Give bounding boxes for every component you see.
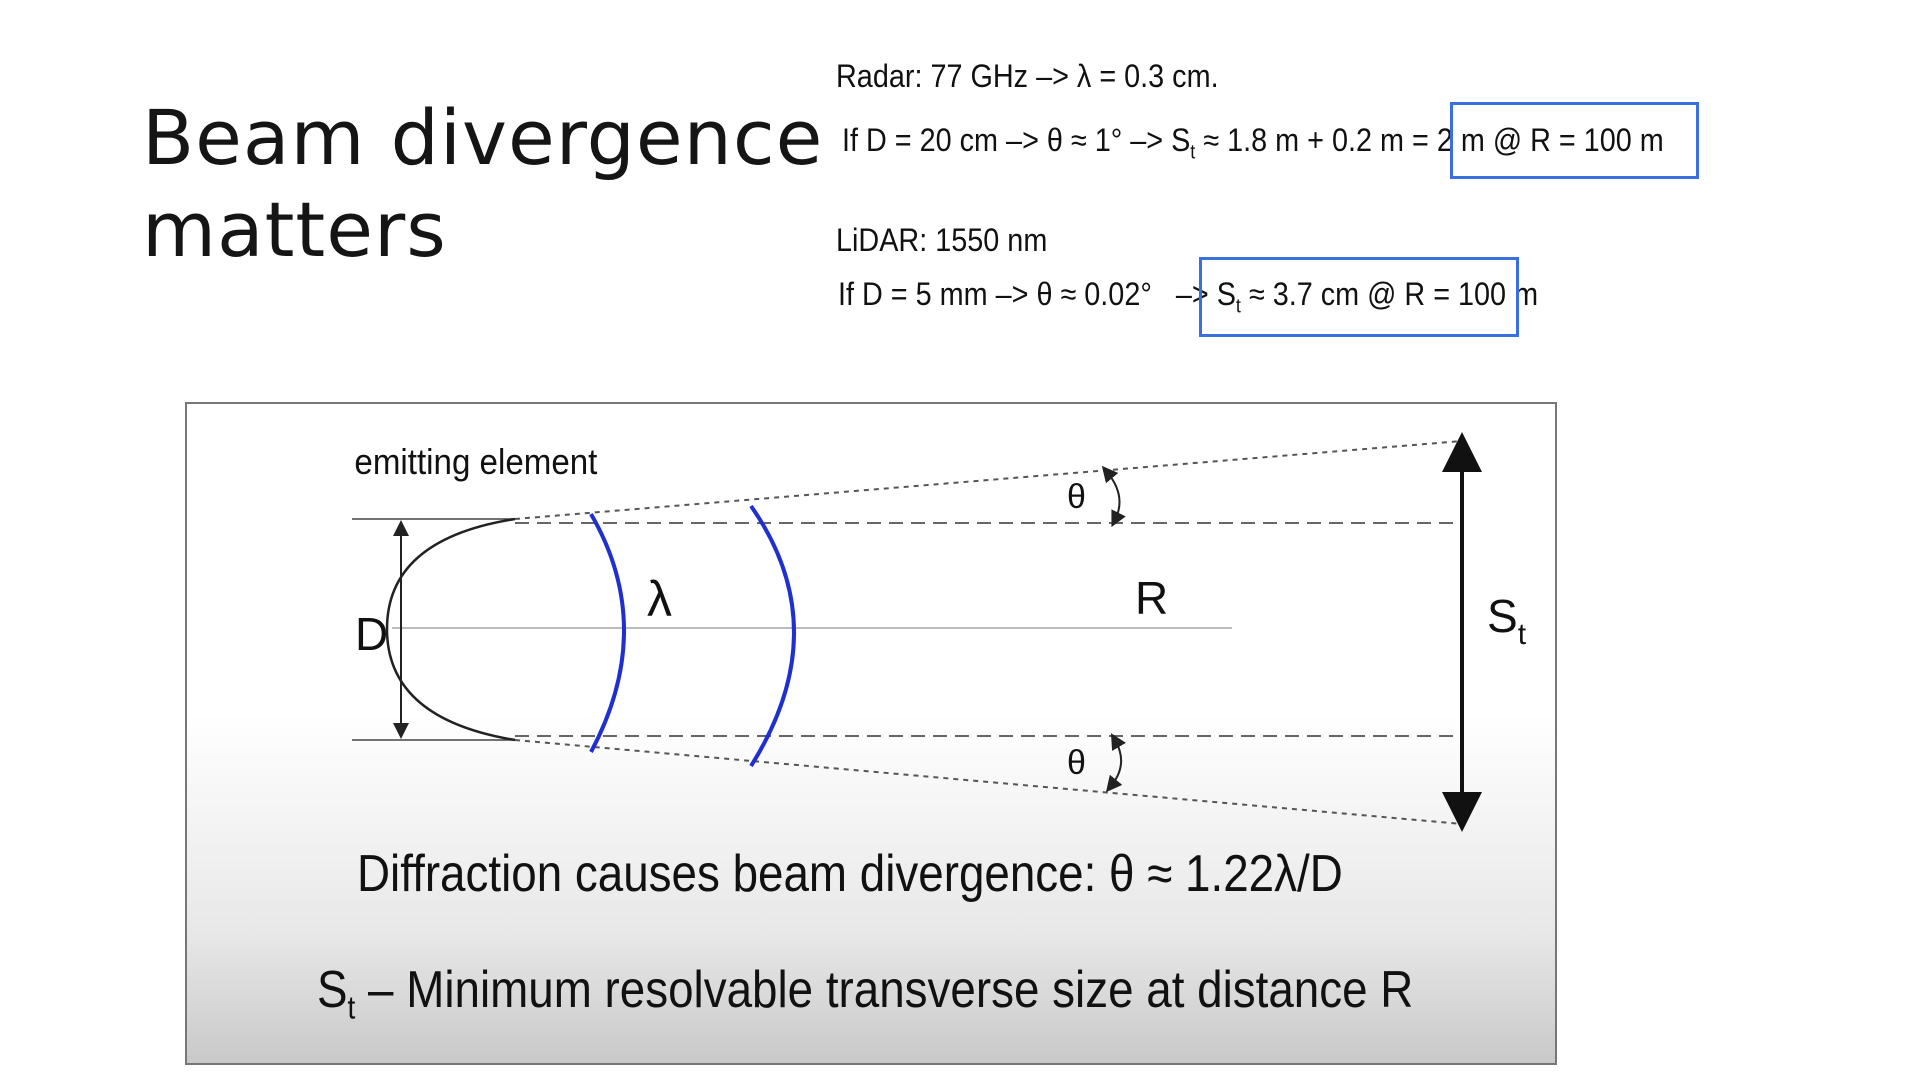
beam-edge-bottom-dotted xyxy=(514,739,1463,825)
lidar-calc-result-subscript: t xyxy=(1235,295,1241,318)
wavefront-1 xyxy=(589,512,626,753)
radar-calc-result: 2 m @ R = 100 m xyxy=(1436,122,1664,158)
emitting-element-label: emitting element xyxy=(354,443,597,483)
theta-bottom-label: θ xyxy=(1067,744,1086,782)
diffraction-formula-caption: Diffraction causes beam divergence: θ ≈ … xyxy=(357,845,1343,903)
lidar-calc-prefix: If D = 5 mm –> θ ≈ 0.02° –> xyxy=(838,276,1217,312)
title-line-1: Beam divergence xyxy=(142,93,824,182)
theta-top-arc xyxy=(1101,465,1126,528)
emitting-element-curve xyxy=(385,517,516,742)
wavefront-2 xyxy=(749,504,796,768)
theta-top-label: θ xyxy=(1067,478,1086,516)
radar-calc-prefix: If D = 20 cm –> θ ≈ 1° –> S xyxy=(842,122,1191,158)
theta-bottom-arc xyxy=(1105,733,1126,793)
beam-edge-top-dotted xyxy=(514,440,1463,520)
lidar-calc-result-s: S xyxy=(1216,276,1236,312)
lidar-calculation: If D = 5 mm –> θ ≈ 0.02° –> St ≈ 3.7 cm … xyxy=(838,276,1538,318)
st-label: St xyxy=(1487,590,1527,651)
range-r-label: R xyxy=(1135,572,1168,624)
radar-label: Radar: 77 GHz –> λ = 0.3 cm. xyxy=(836,58,1219,94)
st-definition-s: S xyxy=(317,961,348,1019)
beam-divergence-diagram: emitting element D λ R θ θ St xyxy=(352,432,1527,832)
title-line-2: matters xyxy=(142,185,447,274)
radar-calc-subscript: t xyxy=(1190,141,1196,164)
d-label: D xyxy=(355,608,388,660)
radar-calculation: If D = 20 cm –> θ ≈ 1° –> St ≈ 1.8 m + 0… xyxy=(842,122,1664,164)
lidar-result-highlight-box xyxy=(1199,257,1519,337)
st-definition-text: – Minimum resolvable transverse size at … xyxy=(355,961,1414,1019)
lidar-calc-result-rest: ≈ 3.7 cm @ R = 100 m xyxy=(1240,276,1539,312)
slide-title: Beam divergence matters xyxy=(142,92,823,276)
radar-result-highlight-box xyxy=(1450,102,1699,179)
st-definition-subscript: t xyxy=(347,989,356,1026)
lambda-label: λ xyxy=(647,571,672,627)
beam-divergence-figure: emitting element D λ R θ θ St Diffractio… xyxy=(185,402,1557,1065)
st-definition-caption: St – Minimum resolvable transverse size … xyxy=(317,960,1413,1026)
lidar-label: LiDAR: 1550 nm xyxy=(836,222,1048,258)
radar-calc-mid: ≈ 1.8 m + 0.2 m = xyxy=(1195,122,1437,158)
